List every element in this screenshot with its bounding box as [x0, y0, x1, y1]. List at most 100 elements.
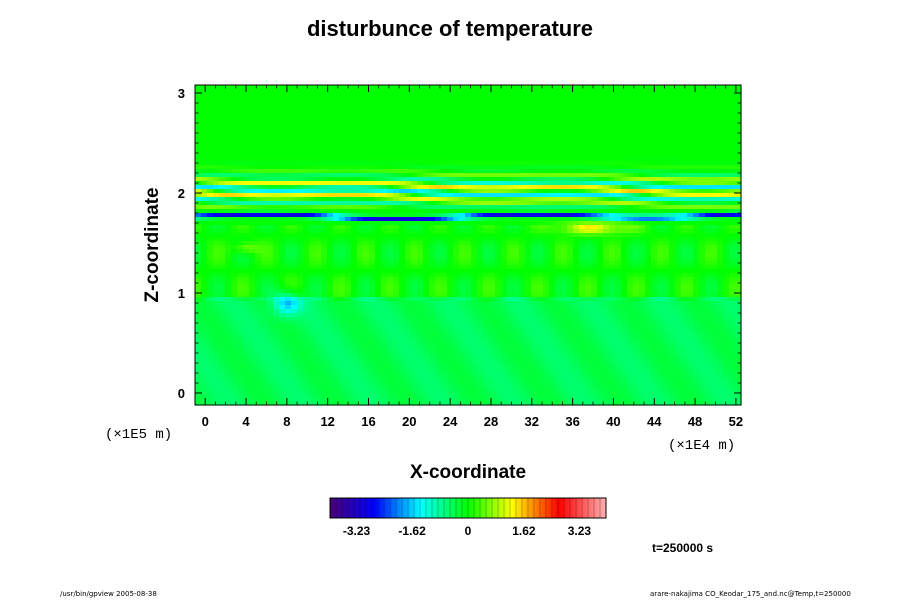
field-cell [549, 213, 556, 218]
field-cell [399, 253, 406, 258]
field-cell [633, 177, 640, 182]
field-cell [363, 153, 370, 158]
field-cell [195, 89, 202, 94]
field-cell [255, 265, 262, 270]
field-cell [357, 89, 364, 94]
field-cell [525, 269, 532, 274]
field-cell [213, 197, 220, 202]
field-cell [267, 289, 274, 294]
field-cell [441, 297, 448, 302]
field-cell [369, 137, 376, 142]
field-cell [687, 221, 694, 226]
field-cell [435, 185, 442, 190]
field-cell [585, 269, 592, 274]
field-cell [399, 289, 406, 294]
field-cell [255, 157, 262, 162]
field-cell [345, 177, 352, 182]
field-cell [465, 157, 472, 162]
field-cell [603, 253, 610, 258]
field-cell [567, 149, 574, 154]
field-cell [387, 289, 394, 294]
field-cell [573, 225, 580, 230]
field-cell [687, 149, 694, 154]
field-cell [525, 177, 532, 182]
field-cell [225, 157, 232, 162]
field-cell [621, 221, 628, 226]
field-cell [687, 189, 694, 194]
field-cell [225, 173, 232, 178]
field-cell [567, 269, 574, 274]
field-cell [633, 261, 640, 266]
field-cell [291, 85, 298, 90]
field-cell [267, 301, 274, 306]
field-cell [693, 209, 700, 214]
field-cell [549, 161, 556, 166]
field-cell [567, 113, 574, 118]
field-cell [345, 145, 352, 150]
field-cell [507, 225, 514, 230]
field-cell [729, 277, 736, 282]
field-cell [495, 157, 502, 162]
field-cell [447, 161, 454, 166]
field-cell [657, 177, 664, 182]
field-cell [537, 141, 544, 146]
field-cell [723, 181, 730, 186]
field-cell [219, 185, 226, 190]
field-cell [603, 161, 610, 166]
field-cell [567, 121, 574, 126]
field-cell [717, 125, 724, 130]
field-cell [597, 85, 604, 90]
field-cell [705, 233, 712, 238]
field-cell [339, 201, 346, 206]
field-cell [249, 261, 256, 266]
field-cell [627, 85, 634, 90]
field-cell [357, 209, 364, 214]
field-cell [567, 233, 574, 238]
field-cell [393, 165, 400, 170]
field-cell [519, 109, 526, 114]
field-cell [393, 225, 400, 230]
field-cell [213, 213, 220, 218]
field-cell [609, 265, 616, 270]
field-cell [669, 265, 676, 270]
field-cell [495, 101, 502, 106]
field-cell [357, 141, 364, 146]
field-cell [417, 225, 424, 230]
field-cell [291, 181, 298, 186]
field-cell [255, 129, 262, 134]
field-cell [243, 181, 250, 186]
field-cell [549, 105, 556, 110]
field-cell [339, 249, 346, 254]
field-cell [567, 165, 574, 170]
field-cell [429, 85, 436, 90]
field-cell [399, 153, 406, 158]
field-cell [369, 261, 376, 266]
field-cell [381, 269, 388, 274]
field-cell [525, 193, 532, 198]
field-cell [633, 253, 640, 258]
field-cell [273, 225, 280, 230]
field-cell [231, 173, 238, 178]
field-cell [363, 237, 370, 242]
field-cell [423, 225, 430, 230]
field-cell [411, 101, 418, 106]
field-cell [591, 169, 598, 174]
field-cell [537, 269, 544, 274]
field-cell [249, 213, 256, 218]
field-cell [657, 173, 664, 178]
field-cell [465, 89, 472, 94]
field-cell [273, 241, 280, 246]
field-cell [309, 93, 316, 98]
field-cell [693, 233, 700, 238]
field-cell [495, 109, 502, 114]
field-cell [399, 277, 406, 282]
field-cell [705, 221, 712, 226]
field-cell [555, 89, 562, 94]
field-cell [453, 181, 460, 186]
field-cell [411, 141, 418, 146]
field-cell [213, 269, 220, 274]
field-cell [633, 269, 640, 274]
field-cell [399, 297, 406, 302]
field-cell [441, 105, 448, 110]
field-cell [207, 85, 214, 90]
